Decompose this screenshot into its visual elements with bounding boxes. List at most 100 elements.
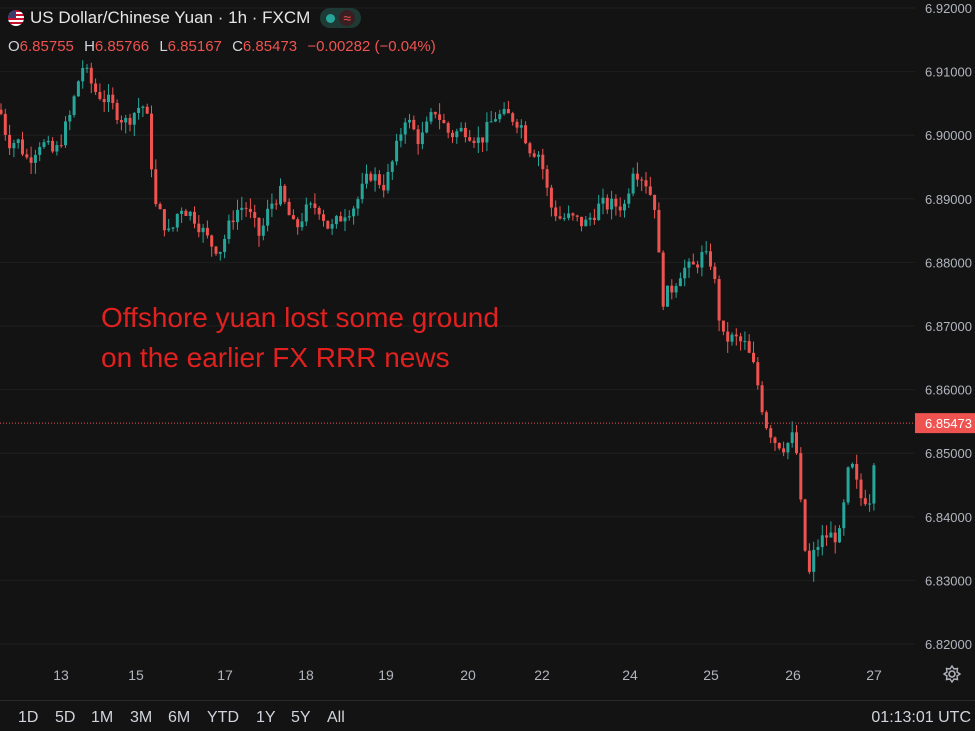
timeframe-button[interactable]: 3M bbox=[130, 709, 153, 726]
candle-body bbox=[640, 179, 644, 181]
candle-body bbox=[175, 213, 179, 228]
candle-body bbox=[46, 140, 50, 143]
candle-body bbox=[666, 285, 669, 307]
candle-body bbox=[855, 463, 859, 480]
candle-body bbox=[807, 550, 811, 572]
settings-gear-icon[interactable] bbox=[942, 664, 962, 684]
candle-body bbox=[55, 145, 59, 152]
candle-body bbox=[42, 142, 46, 147]
market-status-pill[interactable]: ≈ bbox=[320, 8, 361, 28]
candle-body bbox=[506, 108, 510, 114]
candle-body bbox=[868, 503, 872, 505]
candle-body bbox=[648, 186, 652, 195]
candle-body bbox=[205, 227, 209, 236]
annotation-line-2: on the earlier FX RRR news bbox=[101, 342, 450, 373]
candle-body bbox=[670, 285, 674, 293]
open-value: 6.85755 bbox=[19, 38, 74, 55]
candle-body bbox=[631, 173, 635, 194]
candle-body bbox=[657, 209, 661, 253]
candle-body bbox=[274, 203, 278, 205]
symbol-header[interactable]: US Dollar/Chinese Yuan · 1h · FXCM ≈ bbox=[8, 8, 361, 28]
open-key: O bbox=[8, 38, 20, 55]
candle-body bbox=[803, 499, 807, 551]
candle-body bbox=[795, 432, 798, 454]
candle-body bbox=[541, 154, 545, 170]
candle-body bbox=[309, 203, 313, 205]
candle-body bbox=[141, 106, 145, 108]
y-tick-label: 6.85000 bbox=[925, 446, 972, 461]
candle-body bbox=[537, 154, 540, 157]
candle-body bbox=[842, 502, 846, 529]
timeframe-button[interactable]: 1D bbox=[18, 709, 39, 726]
candle-body bbox=[442, 119, 446, 124]
candle-body bbox=[859, 479, 863, 499]
candle-body bbox=[403, 122, 407, 135]
candle-body bbox=[365, 173, 368, 184]
x-tick-label: 20 bbox=[460, 667, 476, 683]
candle-body bbox=[68, 114, 72, 122]
candle-body bbox=[528, 143, 532, 154]
y-tick-label: 6.89000 bbox=[925, 192, 972, 207]
candle-body bbox=[786, 442, 790, 453]
timeframe-button[interactable]: YTD bbox=[207, 709, 239, 726]
candle-body bbox=[700, 252, 704, 268]
candle-body bbox=[433, 112, 437, 115]
candle-body bbox=[709, 251, 712, 267]
x-tick-label: 27 bbox=[866, 667, 882, 683]
utc-clock[interactable]: 01:13:01 UTC bbox=[871, 709, 971, 726]
candle-body bbox=[489, 121, 493, 123]
candle-body bbox=[713, 266, 717, 280]
candle-body bbox=[261, 225, 265, 236]
candle-body bbox=[214, 246, 218, 254]
candle-body bbox=[545, 169, 549, 188]
candle-body bbox=[562, 217, 566, 219]
candle-body bbox=[218, 252, 222, 254]
candle-body bbox=[863, 498, 867, 505]
timeframe-button[interactable]: All bbox=[327, 709, 345, 726]
y-axis: 6.92000 6.91000 6.90000 6.89000 6.88000 6.870… bbox=[925, 1, 972, 652]
timeframe-button[interactable]: 6M bbox=[168, 709, 191, 726]
candle-body bbox=[438, 114, 442, 120]
candle-body bbox=[696, 264, 700, 268]
price-chart[interactable]: 6.92000 6.91000 6.90000 6.89000 6.88000 6.870… bbox=[0, 0, 975, 700]
timeframe-button[interactable]: 5D bbox=[55, 709, 76, 726]
candle-body bbox=[476, 137, 480, 144]
candle-body bbox=[420, 132, 424, 145]
y-tick-label: 6.82000 bbox=[925, 637, 972, 652]
candle-body bbox=[154, 169, 158, 205]
candle-body bbox=[769, 428, 773, 438]
candle-body bbox=[257, 217, 261, 236]
candle-body bbox=[270, 203, 274, 209]
candle-body bbox=[360, 183, 364, 200]
candle-body bbox=[455, 131, 459, 138]
x-tick-label: 26 bbox=[785, 667, 801, 683]
candle-body bbox=[266, 208, 270, 226]
candle-body bbox=[425, 121, 429, 133]
timeframe-button[interactable]: 1Y bbox=[256, 709, 276, 726]
candle-body bbox=[210, 235, 214, 247]
candle-body bbox=[94, 83, 98, 92]
candle-body bbox=[167, 228, 171, 231]
candle-body bbox=[227, 220, 231, 239]
candle-body bbox=[760, 385, 764, 413]
y-tick-label: 6.92000 bbox=[925, 1, 972, 16]
timeframe-button[interactable]: 5Y bbox=[291, 709, 311, 726]
candle-body bbox=[721, 320, 725, 332]
candle-body bbox=[567, 213, 571, 218]
candle-body bbox=[132, 112, 136, 125]
candle-body bbox=[549, 187, 553, 208]
timeframe-button[interactable]: 1M bbox=[91, 709, 114, 726]
candle-body bbox=[150, 113, 153, 170]
x-tick-label: 17 bbox=[217, 667, 233, 683]
y-tick-label: 6.91000 bbox=[925, 65, 972, 80]
annotation-line-1: Offshore yuan lost some ground bbox=[101, 302, 499, 333]
candle-body bbox=[76, 81, 80, 97]
candle-body bbox=[752, 352, 755, 363]
candle-body bbox=[674, 286, 678, 293]
candle-body bbox=[119, 119, 123, 123]
candle-body bbox=[8, 134, 12, 149]
wave-icon: ≈ bbox=[339, 10, 355, 26]
candle-body bbox=[575, 215, 579, 217]
candle-body bbox=[399, 134, 403, 141]
candle-body bbox=[29, 157, 33, 163]
